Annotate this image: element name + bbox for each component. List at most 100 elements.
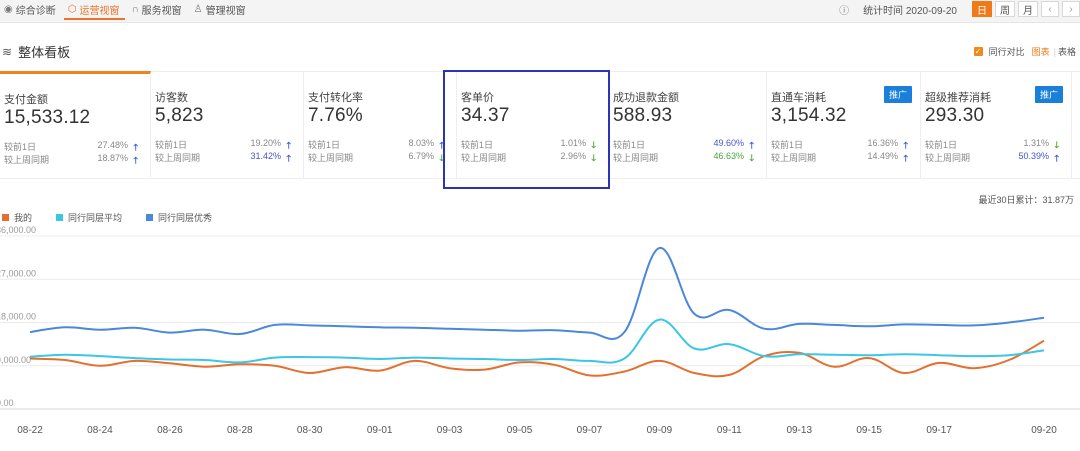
promote-button[interactable]: 推广 <box>1034 86 1063 103</box>
series-line-peer-average[interactable] <box>29 318 1045 364</box>
layers-icon: ≋ <box>2 44 13 59</box>
metric-pct: 50.39% <box>1018 151 1049 161</box>
metric-card-visitors[interactable]: 访客数 5,823 较前1日 19.20% 🡑 较上周同期 31.42% 🡑 <box>151 72 304 178</box>
metric-compare-week: 较上周同期 6.79% 🡓 <box>308 151 446 164</box>
metric-card-super-recommend-spend[interactable]: 超级推荐消耗 推广 293.30 较前1日 1.31% 🡓 较上周同期 50.39% 🡑 <box>921 72 1072 178</box>
series-line-mine[interactable] <box>29 339 1045 378</box>
metric-card-payment-amount[interactable]: 支付金额 15,533.12 较前1日 27.48% 🡑 较上周同期 18.87% 🡑 <box>0 71 151 177</box>
y-tick-label: 27,000.00 <box>0 268 36 278</box>
nav-item-service[interactable]: ∩ 服务视窗 <box>127 0 187 18</box>
metric-label: 直通车消耗 <box>771 92 826 104</box>
metric-compare-day: 较前1日 49.60% 🡑 <box>613 138 756 151</box>
table-view-link[interactable]: 表格 <box>1057 47 1076 57</box>
day-button[interactable]: 日 <box>972 1 992 17</box>
metric-label: 访客数 <box>155 92 188 104</box>
metric-value: 5,823 <box>155 105 204 126</box>
metric-pct: 8.03% <box>408 138 434 148</box>
next-button[interactable]: › <box>1062 1 1080 17</box>
x-tick-label: 08-30 <box>297 425 323 436</box>
legend-swatch <box>56 214 64 221</box>
trophy-icon: ♙ <box>193 3 203 15</box>
week-button[interactable]: 周 <box>995 1 1015 17</box>
metric-compare-day: 较前1日 8.03% 🡑 <box>308 138 446 151</box>
metric-compare-week: 较上周同期 50.39% 🡑 <box>925 151 1061 164</box>
metric-label: 成功退款金额 <box>613 92 679 104</box>
x-tick-label: 09-20 <box>1031 425 1057 436</box>
arrow-up-icon: 🡑 <box>286 140 291 150</box>
metric-compare-day: 较前1日 1.01% 🡓 <box>461 138 598 151</box>
metric-label: 支付金额 <box>4 94 48 106</box>
legend-label: 同行同层平均 <box>68 213 123 223</box>
legend-item-peer-average[interactable]: 同行同层平均 <box>54 211 122 224</box>
metric-label: 客单价 <box>461 92 494 104</box>
x-tick-label: 08-26 <box>157 425 183 436</box>
y-tick-label: 36,000.00 <box>0 225 36 235</box>
metric-label: 支付转化率 <box>308 92 363 104</box>
main-nav: ◉ 综合诊断 ⬡ 运营视窗 ∩ 服务视窗 ♙ 管理视窗 <box>0 0 254 22</box>
series-line-peer-excellent[interactable] <box>29 247 1045 341</box>
metric-card-refund-amount[interactable]: 成功退款金额 588.93 较前1日 49.60% 🡑 较上周同期 46.63% 🡓 <box>609 72 767 178</box>
chart-legend: 我的 同行同层平均 同行同层优秀 <box>0 211 234 224</box>
location-icon: ◉ <box>4 3 13 15</box>
promote-button[interactable]: 推广 <box>883 86 912 103</box>
metric-value: 7.76% <box>308 105 363 126</box>
x-tick-label: 09-07 <box>577 425 603 436</box>
arrow-down-icon: 🡓 <box>439 153 444 163</box>
cumulative-total: 最近30日累计：31.87万 <box>978 195 1074 205</box>
metric-pct: 31.42% <box>250 151 281 161</box>
legend-item-peer-excellent[interactable]: 同行同层优秀 <box>144 211 212 224</box>
view-separator: | <box>1053 46 1056 57</box>
nav-item-label: 服务视窗 <box>141 5 182 17</box>
nav-item-overall-diagnosis[interactable]: ◉ 综合诊断 <box>0 0 62 18</box>
metric-compare-week: 较上周同期 18.87% 🡑 <box>4 153 140 166</box>
nav-item-management[interactable]: ♙ 管理视窗 <box>190 0 252 18</box>
metric-card-ztc-spend[interactable]: 直通车消耗 推广 3,154.32 较前1日 16.36% 🡑 较上周同期 14.49… <box>767 72 921 178</box>
metric-label: 超级推荐消耗 <box>925 92 991 104</box>
metric-value: 34.37 <box>461 105 510 126</box>
stat-time-text: 统计时间 2020-09-20 <box>863 5 957 17</box>
nav-item-operations[interactable]: ⬡ 运营视窗 <box>63 0 126 20</box>
legend-swatch <box>146 214 154 221</box>
metric-pct: 19.20% <box>250 138 281 148</box>
arrow-up-icon: 🡑 <box>133 155 138 165</box>
legend-swatch <box>2 214 9 221</box>
x-tick-label: 09-17 <box>926 425 952 436</box>
prev-button[interactable]: ‹ <box>1041 1 1059 17</box>
arrow-down-icon: 🡓 <box>1054 140 1059 150</box>
x-tick-label: 09-09 <box>647 425 673 436</box>
arrow-up-icon: 🡑 <box>133 142 138 152</box>
top-bar: ◉ 综合诊断 ⬡ 运营视窗 ∩ 服务视窗 ♙ 管理视窗 ⓘ 统计时间 2020-… <box>0 0 1080 23</box>
arrow-up-icon: 🡑 <box>286 153 291 163</box>
metric-card-avg-order-value[interactable]: 客单价 34.37 较前1日 1.01% 🡓 较上周同期 2.96% 🡓 <box>457 72 609 178</box>
stat-time: ⓘ 统计时间 2020-09-20 <box>839 2 957 17</box>
metric-card-conversion-rate[interactable]: 支付转化率 7.76% 较前1日 8.03% 🡑 较上周同期 6.79% 🡓 <box>304 72 457 178</box>
metric-compare-day: 较前1日 16.36% 🡑 <box>771 138 910 151</box>
time-controls: ⓘ 统计时间 2020-09-20 日 周 月 ‹ › <box>839 0 1080 18</box>
metric-pct: 49.60% <box>713 138 744 148</box>
compare-checkbox[interactable]: ✓ <box>973 47 983 56</box>
y-tick-label: 0.00 <box>0 398 14 408</box>
info-icon[interactable]: ⓘ <box>839 5 850 17</box>
arrow-down-icon: 🡓 <box>591 140 596 150</box>
metric-pct: 6.79% <box>408 151 434 161</box>
metric-cards: 支付金额 15,533.12 较前1日 27.48% 🡑 较上周同期 18.87% 🡑 … <box>0 71 1080 179</box>
arrow-up-icon: 🡑 <box>439 140 444 150</box>
metric-compare-week: 较上周同期 14.49% 🡑 <box>771 151 910 164</box>
metric-compare-week: 较上周同期 2.96% 🡓 <box>461 151 598 164</box>
chart-view-link[interactable]: 图表 <box>1031 47 1050 57</box>
x-tick-label: 08-24 <box>87 425 113 436</box>
metric-value: 3,154.32 <box>771 105 847 126</box>
metric-compare-week: 较上周同期 31.42% 🡑 <box>155 151 293 164</box>
arrow-up-icon: 🡑 <box>903 153 908 163</box>
shield-icon: ⬡ <box>67 3 77 15</box>
arrow-up-icon: 🡑 <box>1054 153 1059 163</box>
legend-item-mine[interactable]: 我的 <box>0 211 32 224</box>
metric-pct: 1.31% <box>1023 138 1049 148</box>
arrow-down-icon: 🡓 <box>591 153 596 163</box>
month-button[interactable]: 月 <box>1018 1 1038 17</box>
metric-compare-week: 较上周同期 46.63% 🡓 <box>613 151 756 164</box>
metric-pct: 2.96% <box>560 151 586 161</box>
x-tick-label: 09-15 <box>856 425 882 436</box>
metric-compare-day: 较前1日 1.31% 🡓 <box>925 138 1061 151</box>
metric-compare-day: 较前1日 27.48% 🡑 <box>4 140 140 153</box>
